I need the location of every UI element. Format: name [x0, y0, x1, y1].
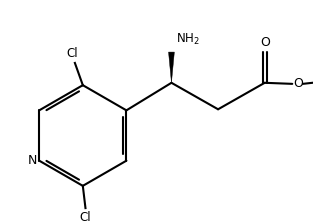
Text: N: N — [28, 154, 37, 167]
Text: NH$_2$: NH$_2$ — [176, 32, 199, 47]
Text: O: O — [293, 77, 303, 90]
Text: O: O — [260, 36, 270, 49]
Text: Cl: Cl — [67, 47, 78, 60]
Polygon shape — [169, 52, 174, 83]
Text: Cl: Cl — [80, 211, 91, 224]
